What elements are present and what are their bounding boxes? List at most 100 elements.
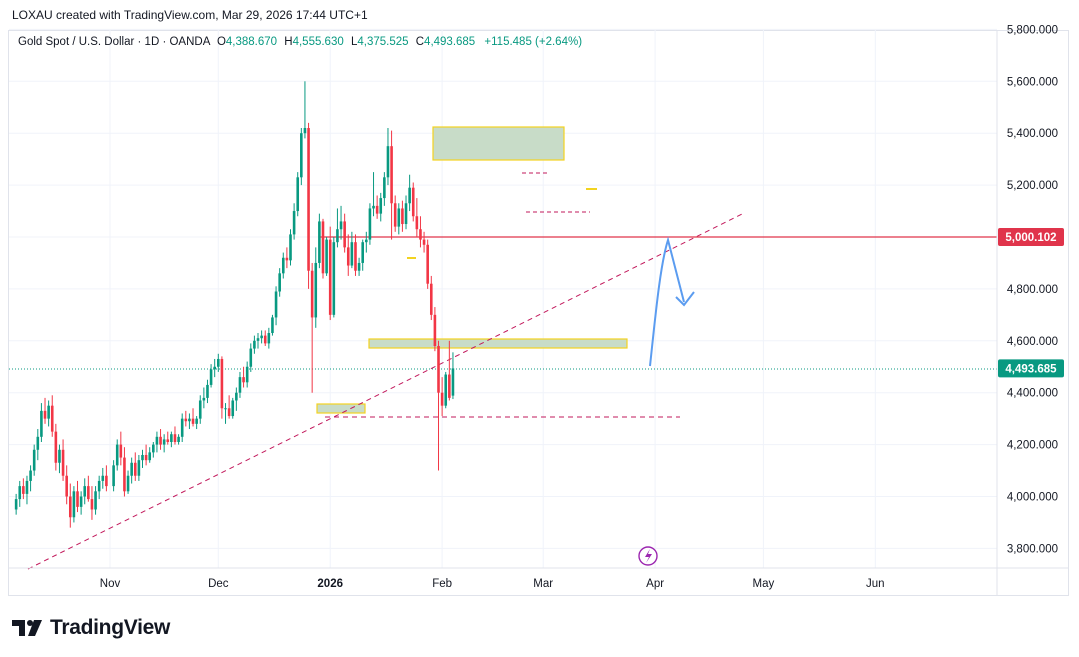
candle[interactable] (336, 208, 339, 248)
candle[interactable] (173, 426, 177, 445)
candle[interactable] (274, 286, 278, 326)
candle[interactable] (213, 358, 216, 378)
candle[interactable] (115, 439, 119, 471)
candle[interactable] (368, 203, 372, 245)
candle[interactable] (325, 237, 328, 276)
candle[interactable] (58, 444, 61, 474)
candle[interactable] (217, 353, 220, 372)
projection-arrow[interactable] (649, 236, 685, 367)
candle[interactable] (101, 467, 105, 489)
candle[interactable] (133, 452, 137, 481)
candle[interactable] (25, 475, 29, 505)
candle[interactable] (429, 275, 433, 321)
candle[interactable] (260, 330, 263, 344)
candle[interactable] (361, 239, 364, 271)
candle[interactable] (289, 229, 292, 266)
candle[interactable] (444, 371, 448, 409)
candle[interactable] (202, 387, 206, 409)
candle[interactable] (379, 192, 383, 222)
candle[interactable] (408, 174, 411, 212)
candle[interactable] (22, 478, 25, 500)
candle[interactable] (83, 478, 87, 505)
candle[interactable] (415, 198, 419, 237)
price-axis[interactable]: 3,800.000 4,000.000 4,200.000 4,400.000 4,60… (996, 24, 1058, 596)
candle[interactable] (159, 429, 162, 450)
candle[interactable] (354, 234, 357, 276)
candle[interactable] (126, 470, 130, 494)
candle[interactable] (61, 439, 65, 481)
candle[interactable] (162, 434, 166, 453)
candle[interactable] (90, 486, 94, 520)
candle[interactable] (267, 327, 271, 349)
candle[interactable] (209, 364, 213, 388)
candle[interactable] (339, 205, 343, 240)
candle[interactable] (238, 371, 242, 398)
candle[interactable] (350, 231, 354, 269)
supply-zone-top[interactable] (432, 126, 565, 161)
candle[interactable] (253, 335, 256, 354)
candle[interactable] (411, 182, 415, 222)
candle[interactable] (365, 231, 368, 253)
candle[interactable] (235, 387, 238, 411)
candle[interactable] (206, 379, 209, 404)
legend-symbol[interactable]: Gold Spot / U.S. Dollar · 1D · OANDA (18, 36, 210, 48)
candle[interactable] (386, 128, 390, 186)
candle[interactable] (76, 480, 79, 513)
candle[interactable] (47, 400, 50, 427)
candle[interactable] (249, 343, 253, 372)
time-axis[interactable]: Nov Dec 2026 Feb Mar Apr May Jun (9, 567, 1068, 590)
candle[interactable] (357, 257, 361, 276)
candle[interactable] (303, 81, 307, 139)
candle[interactable] (54, 423, 58, 471)
candle[interactable] (307, 122, 310, 289)
candle[interactable] (426, 239, 429, 289)
demand-zone-mid[interactable] (368, 338, 628, 349)
candle[interactable] (242, 366, 245, 388)
candle[interactable] (375, 195, 379, 219)
candle[interactable] (278, 268, 281, 297)
candle[interactable] (119, 431, 123, 466)
candle[interactable] (130, 457, 133, 484)
candle[interactable] (245, 361, 249, 388)
candle[interactable] (328, 226, 332, 321)
candle[interactable] (72, 486, 76, 523)
candle[interactable] (220, 356, 224, 419)
candle[interactable] (29, 465, 32, 492)
candle[interactable] (310, 262, 314, 393)
candle[interactable] (166, 431, 170, 445)
candle[interactable] (141, 449, 144, 468)
candle[interactable] (390, 130, 393, 240)
candle[interactable] (155, 431, 159, 453)
candle[interactable] (231, 397, 235, 419)
candle[interactable] (97, 475, 101, 500)
candle[interactable] (227, 395, 231, 419)
candle[interactable] (300, 128, 303, 186)
candle[interactable] (188, 413, 191, 430)
candle[interactable] (68, 483, 72, 528)
candle[interactable] (177, 434, 180, 445)
candle[interactable] (343, 213, 346, 253)
lightning-icon[interactable] (638, 546, 658, 566)
candle[interactable] (137, 454, 141, 481)
candle[interactable] (198, 395, 202, 424)
candle[interactable] (422, 231, 426, 253)
candle[interactable] (440, 377, 444, 417)
candle[interactable] (170, 431, 173, 448)
candle[interactable] (404, 195, 408, 230)
candle[interactable] (332, 237, 336, 318)
candle[interactable] (40, 403, 43, 443)
candle[interactable] (401, 200, 404, 232)
candle[interactable] (292, 203, 296, 240)
candle[interactable] (191, 408, 195, 427)
candle[interactable] (50, 395, 54, 437)
candle[interactable] (144, 444, 148, 466)
candle[interactable] (256, 333, 260, 349)
candle[interactable] (152, 442, 155, 458)
candle[interactable] (372, 172, 375, 217)
candle[interactable] (397, 203, 401, 235)
candle[interactable] (65, 465, 68, 505)
candle[interactable] (184, 410, 188, 427)
candle[interactable] (14, 493, 18, 515)
candle[interactable] (433, 307, 437, 352)
